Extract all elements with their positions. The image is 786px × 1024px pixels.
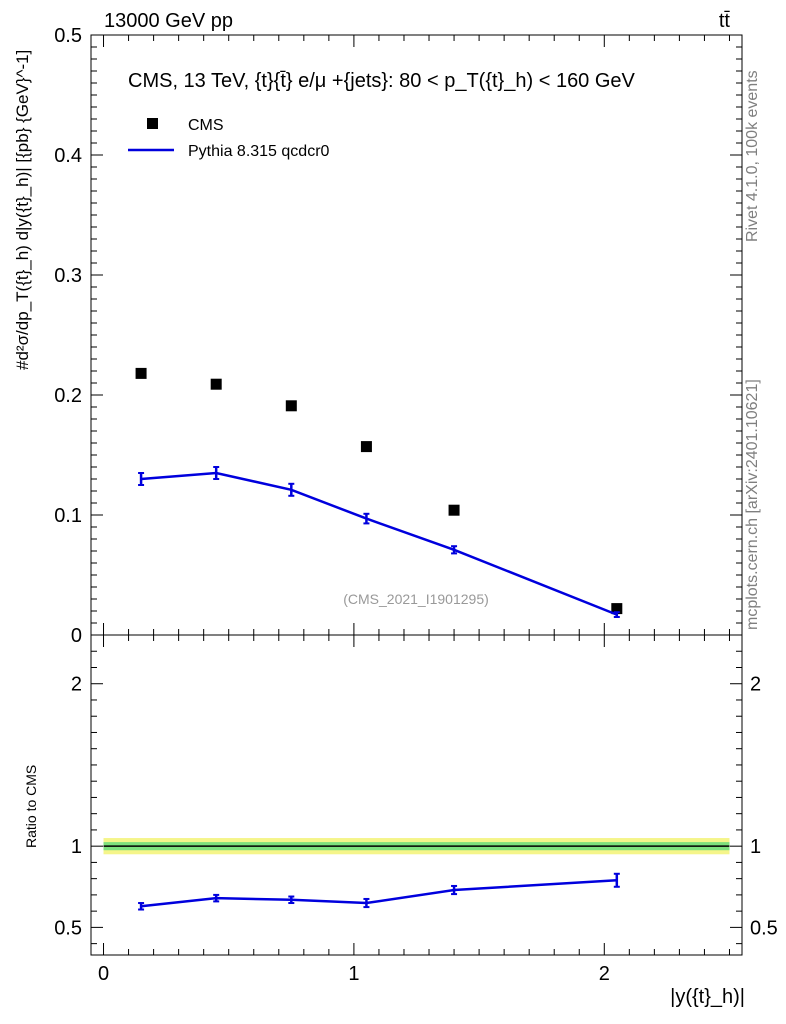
- chart-title: CMS, 13 TeV, {t}{t̄} e/μ +{jets}: 80 < p…: [128, 70, 636, 92]
- analysis-label: (CMS_2021_I1901295): [343, 591, 489, 607]
- tick-labels: 0 1 2 0 0.1 0.2 0.3 0.4 0.5 0.5 0.5 1 1 2 2: [54, 25, 778, 985]
- x-tick-label: 2: [599, 963, 610, 985]
- rivet-version-label: Rivet 4.1.0, 100k events: [744, 70, 761, 242]
- x-tick-label: 1: [348, 963, 359, 985]
- mcplots-label: mcplots.cern.ch [arXiv:2401.10621]: [744, 379, 761, 630]
- cms-data-point: [210, 378, 222, 390]
- ratio-band: [103, 838, 730, 855]
- legend-marker-cms: [147, 118, 158, 129]
- ratio-plot-frame: [90, 634, 743, 956]
- cms-data-point: [285, 400, 297, 412]
- ratio-tick-label-right: 1: [750, 836, 761, 858]
- y-axis-title: #d²σ/dp_T({t}_h) d|y({t}_h)| [{pb} {GeV}…: [13, 50, 32, 370]
- ratio-axis-title: Ratio to CMS: [23, 765, 39, 848]
- cms-data-point: [448, 504, 460, 516]
- cms-data-point: [360, 441, 372, 453]
- process-label: tt̄: [719, 10, 731, 32]
- data-layer: [135, 367, 623, 911]
- x-axis-title: |y({t}_h)|: [670, 986, 745, 1008]
- plot-frames: [90, 34, 743, 956]
- legend-label-cms: CMS: [188, 117, 224, 134]
- pythia-line: [140, 471, 618, 616]
- ratio-tick-label-left: 1: [71, 836, 82, 858]
- y-tick-label: 0.2: [54, 385, 82, 407]
- ratio-line: [140, 879, 617, 908]
- ratio-tick-label-right: 2: [750, 674, 761, 696]
- ratio-tick-label-left: 0.5: [54, 917, 82, 939]
- x-tick-label: 0: [98, 963, 109, 985]
- cms-data-point: [611, 603, 623, 615]
- ratio-tick-label-right: 0.5: [750, 917, 778, 939]
- ratio-tick-label-left: 2: [71, 674, 82, 696]
- y-tick-label: 0: [71, 625, 82, 647]
- y-tick-label: 0.4: [54, 145, 82, 167]
- legend-label-pythia: Pythia 8.315 qcdcr0: [188, 143, 330, 160]
- y-tick-label: 0.1: [54, 505, 82, 527]
- y-tick-label: 0.5: [54, 25, 82, 47]
- energy-label: 13000 GeV pp: [104, 10, 233, 32]
- axis-ticks: [91, 34, 742, 955]
- y-tick-label: 0.3: [54, 265, 82, 287]
- cms-data-point: [135, 367, 147, 379]
